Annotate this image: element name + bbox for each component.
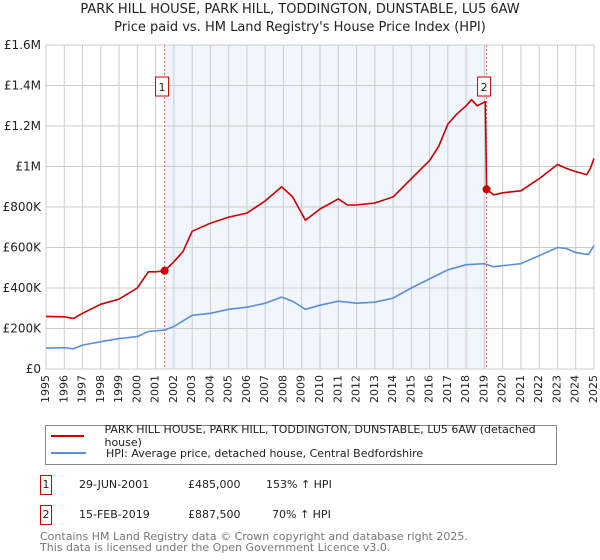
x-tick-label: 2012 xyxy=(350,375,363,403)
x-tick-label: 2010 xyxy=(313,375,326,403)
y-tick-label: £200K xyxy=(3,322,43,336)
chart-subtitle: Price paid vs. HM Land Registry's House … xyxy=(114,20,486,35)
legend-label-property: PARK HILL HOUSE, PARK HILL, TODDINGTON, … xyxy=(104,423,536,449)
marker-badge-box xyxy=(477,76,492,97)
x-tick-label: 2024 xyxy=(569,375,582,403)
x-tick-label: 2008 xyxy=(276,375,289,403)
legend-item-hpi: HPI: Average price, detached house, Cent… xyxy=(46,445,423,461)
x-tick-label: 2007 xyxy=(258,375,271,403)
x-tick-label: 2017 xyxy=(441,375,454,403)
x-tick-label: 1996 xyxy=(57,375,70,403)
transaction-row: 1 29-JUN-2001 £485,000 153% ↑ HPI xyxy=(40,475,440,495)
chart-title: PARK HILL HOUSE, PARK HILL, TODDINGTON, … xyxy=(80,2,520,17)
y-tick-label: £1.2M xyxy=(4,119,41,133)
marker-badge: 1 xyxy=(40,475,52,495)
marker-badge-label: 2 xyxy=(481,81,488,94)
legend-item-property: PARK HILL HOUSE, PARK HILL, TODDINGTON, … xyxy=(46,423,556,449)
transaction-date: 29-JUN-2001 xyxy=(79,478,150,491)
transaction-price: £485,000 xyxy=(188,478,241,491)
transaction-hpi: 153% ↑ HPI xyxy=(266,478,332,491)
x-tick-label: 1997 xyxy=(76,375,89,403)
x-tick-label: 2015 xyxy=(404,375,417,403)
y-tick-label: £1M xyxy=(15,160,41,174)
x-tick-label: 2005 xyxy=(222,375,235,403)
x-tick-label: 2014 xyxy=(386,375,399,403)
transaction-date: 15-FEB-2019 xyxy=(79,508,150,521)
x-tick-label: 2006 xyxy=(240,375,253,403)
footer: Contains HM Land Registry data © Crown c… xyxy=(40,531,468,553)
x-tick-label: 1999 xyxy=(112,375,125,403)
x-tick-label: 2000 xyxy=(130,375,143,403)
x-tick-label: 2003 xyxy=(185,375,198,403)
x-tick-label: 2022 xyxy=(532,375,545,403)
marker-badge-label: 1 xyxy=(159,81,166,94)
y-tick-label: £1.6M xyxy=(4,38,41,52)
y-tick-label: £0 xyxy=(26,362,41,376)
y-tick-label: £1.4M xyxy=(4,79,41,93)
sale-point xyxy=(160,266,169,275)
price-chart: 1995 1996 1997 1998 1999 2000 2001 2002 2003 2004… xyxy=(3,38,600,403)
x-tick-label: 2023 xyxy=(550,375,563,403)
x-tick-label: 2018 xyxy=(459,375,472,403)
x-tick-label: 2016 xyxy=(423,375,436,403)
series-line xyxy=(45,245,595,350)
y-tick-label: £800K xyxy=(3,200,43,214)
x-tick-label: 2021 xyxy=(514,375,527,403)
marker-badge: 2 xyxy=(40,505,52,525)
transaction-row: 2 15-FEB-2019 £887,500 70% ↑ HPI xyxy=(40,505,440,525)
x-tick-label: 2025 xyxy=(587,375,600,403)
y-tick-label: £600K xyxy=(3,241,43,255)
x-tick-label: 2009 xyxy=(295,375,308,403)
x-tick-label: 2011 xyxy=(331,375,344,403)
footer-licence: This data is licensed under the Open Gov… xyxy=(40,541,391,554)
x-tick-label: 1998 xyxy=(94,375,107,403)
x-tick-label: 2001 xyxy=(149,375,162,403)
x-tick-label: 1995 xyxy=(39,375,52,403)
transaction-price: £887,500 xyxy=(188,508,241,521)
x-tick-label: 2004 xyxy=(203,375,216,403)
x-tick-label: 2013 xyxy=(368,375,381,403)
footer-copyright: Contains HM Land Registry data © Crown c… xyxy=(40,530,468,543)
marker-badge-box xyxy=(155,76,170,97)
transaction-hpi: 70% ↑ HPI xyxy=(272,508,331,521)
x-tick-label: 2020 xyxy=(496,375,509,403)
sale-point xyxy=(482,185,491,194)
x-tick-label: 2019 xyxy=(477,375,490,403)
red-line-swatch xyxy=(51,435,85,437)
blue-line-swatch xyxy=(51,452,86,454)
legend-label-hpi: HPI: Average price, detached house, Cent… xyxy=(106,446,424,460)
y-tick-label: £400K xyxy=(3,281,43,295)
legend: PARK HILL HOUSE, PARK HILL, TODDINGTON, … xyxy=(45,423,557,465)
x-tick-label: 2002 xyxy=(167,375,180,403)
series-line xyxy=(45,98,595,320)
